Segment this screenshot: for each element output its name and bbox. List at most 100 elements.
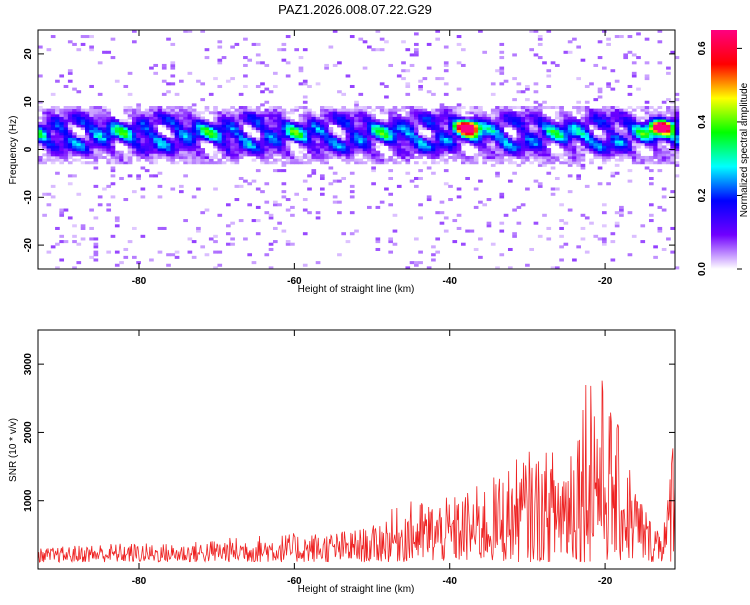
spectrogram-cell (328, 155, 334, 159)
spectrogram-cell (584, 106, 590, 110)
spectrogram-cell (666, 129, 671, 133)
spectrogram-cell (315, 158, 321, 162)
spectrogram-cell (507, 150, 513, 154)
spectrogram-cell (144, 150, 150, 154)
spectrogram-cell (366, 145, 372, 149)
spectrogram-cell (366, 148, 372, 152)
spectrogram-cell (619, 205, 624, 209)
spectrogram-cell (42, 161, 47, 165)
spectrogram-cell (580, 163, 586, 167)
spectrogram-cell (431, 119, 436, 123)
spectrogram-cell (520, 113, 526, 117)
spectrogram-cell (431, 142, 436, 146)
spectrogram-cell (255, 42, 261, 46)
spectrogram-cell (431, 171, 436, 175)
spectrogram-cell (507, 247, 513, 251)
spectrogram-cell (567, 148, 573, 152)
spectrogram-cell (341, 148, 347, 152)
spectrogram-cell (132, 108, 137, 112)
spectrogram-cell (170, 82, 176, 86)
spectrogram-cell (349, 108, 355, 112)
colorbar-tick-label: 0.4 (697, 115, 708, 129)
spectrogram-cell (234, 153, 240, 157)
spectrogram-cell (422, 77, 428, 81)
spectrogram-cell (341, 92, 347, 96)
spectrogram-cell (405, 158, 411, 162)
spectrogram-cell (614, 150, 620, 154)
spectrogram-cell (478, 179, 483, 183)
spectrogram-cell (332, 111, 338, 115)
spectrogram-cell (42, 124, 47, 128)
spectrogram-cell (597, 137, 603, 141)
spectrogram-cell (601, 113, 607, 117)
spectrogram-cell (102, 106, 107, 110)
x-tick-label: -20 (598, 576, 613, 587)
spectrogram-cell (657, 150, 663, 154)
spectrogram-cell (593, 63, 599, 67)
spectrogram-cell (661, 208, 667, 212)
spectrogram-cell (495, 116, 500, 120)
spectrogram-cell (606, 42, 611, 46)
spectrogram-cell (191, 161, 197, 165)
spectrogram-cell (644, 111, 650, 115)
spectrogram-cell (358, 129, 364, 133)
spectrogram-cell (623, 56, 629, 60)
spectrogram-cell (499, 42, 505, 46)
spectrogram-cell (426, 124, 432, 128)
spectrogram-cell (627, 142, 633, 146)
spectrogram-cell (251, 124, 257, 128)
y-tick-label: 20 (23, 48, 34, 60)
spectrogram-cell (460, 63, 466, 67)
spectrogram-cell (277, 221, 282, 225)
spectrogram-cell (657, 121, 663, 125)
spectrogram-cell (255, 219, 261, 223)
spectrogram-cell (208, 155, 214, 159)
spectrogram-cell (584, 127, 590, 131)
spectrogram-cell (409, 63, 415, 67)
spectrogram-cell (123, 153, 129, 157)
spectrogram-cell (106, 153, 112, 157)
spectrogram-cell (503, 213, 509, 217)
spectrogram-cell (610, 240, 616, 244)
spectrogram-cell (456, 140, 462, 144)
spectrogram-cell (631, 234, 637, 238)
spectrogram-cell (157, 171, 163, 175)
spectrogram-cell (490, 82, 496, 86)
spectrogram-cell (221, 137, 227, 141)
spectrogram-cell (106, 140, 112, 144)
spectrogram-cell (349, 35, 355, 39)
spectrogram-cell (59, 113, 65, 117)
spectrogram-cell (319, 119, 325, 123)
spectrogram-cell (550, 119, 556, 123)
spectrogram-cell (478, 129, 483, 133)
spectrogram-cell (418, 153, 423, 157)
spectrogram-cell (281, 113, 287, 117)
spectrogram-cell (495, 106, 500, 110)
spectrogram-cell (187, 111, 193, 115)
spectrogram-cell (127, 145, 133, 149)
spectrogram-cell (72, 174, 77, 178)
spectrogram-cell (76, 48, 82, 52)
spectrogram-cell (499, 229, 505, 233)
spectrogram-cell (460, 140, 466, 144)
spectrogram-cell (191, 240, 197, 244)
spectrogram-cell (657, 29, 663, 33)
spectrogram-cell (230, 113, 235, 117)
spectrogram-cell (307, 148, 312, 152)
spectrogram-cell (537, 42, 543, 46)
spectrogram-cell (221, 142, 227, 146)
spectrogram-cell (102, 111, 107, 115)
spectrogram-cell (178, 121, 184, 125)
spectrogram-cell (302, 155, 308, 159)
spectrogram-cell (529, 150, 535, 154)
spectrogram-cell (281, 142, 287, 146)
spectrogram-cell (191, 137, 197, 141)
spectrogram-cell (153, 140, 159, 144)
spectrogram-cell (136, 124, 141, 128)
spectrogram-cell (499, 129, 505, 133)
spectrogram-cell (183, 150, 188, 154)
colorbar-label: Normalized spectral amplitude (739, 82, 750, 217)
spectrogram-cell (230, 148, 235, 152)
spectrogram-cell (435, 127, 441, 131)
spectrogram-cell (597, 127, 603, 131)
